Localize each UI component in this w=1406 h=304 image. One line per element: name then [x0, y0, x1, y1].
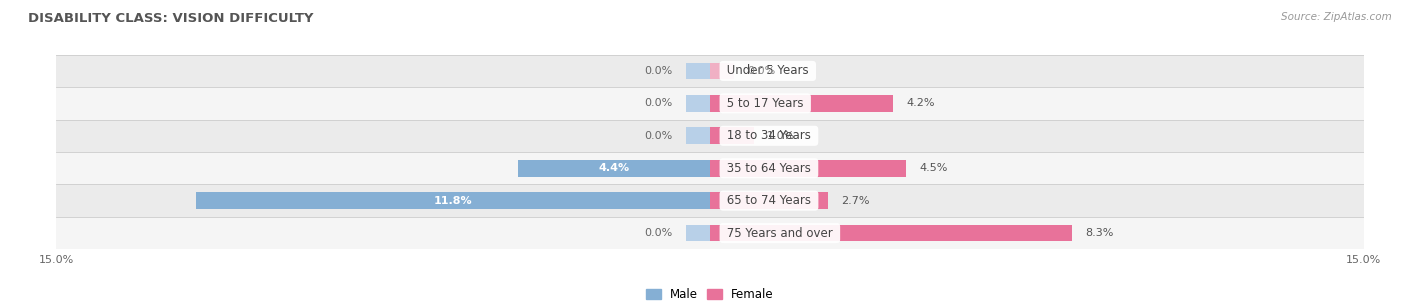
- Text: 4.2%: 4.2%: [905, 98, 935, 108]
- Text: 0.0%: 0.0%: [645, 228, 673, 238]
- Bar: [686, 225, 710, 241]
- Text: 8.3%: 8.3%: [1085, 228, 1114, 238]
- Text: 0.0%: 0.0%: [645, 66, 673, 76]
- Text: 65 to 74 Years: 65 to 74 Years: [723, 194, 815, 207]
- Bar: [519, 160, 710, 177]
- Bar: [710, 127, 754, 144]
- Bar: [686, 63, 710, 79]
- Bar: [56, 55, 1364, 87]
- Bar: [56, 152, 1364, 185]
- Bar: [710, 192, 828, 209]
- Text: 35 to 64 Years: 35 to 64 Years: [723, 162, 814, 175]
- Bar: [710, 160, 905, 177]
- Bar: [56, 119, 1364, 152]
- Text: 4.5%: 4.5%: [920, 163, 948, 173]
- Bar: [710, 63, 734, 79]
- Text: 4.4%: 4.4%: [599, 163, 630, 173]
- Text: 0.0%: 0.0%: [747, 66, 775, 76]
- Text: 11.8%: 11.8%: [433, 196, 472, 206]
- Bar: [686, 127, 710, 144]
- Bar: [56, 185, 1364, 217]
- Text: 0.0%: 0.0%: [645, 131, 673, 141]
- Bar: [56, 217, 1364, 249]
- Bar: [710, 225, 1071, 241]
- Text: 18 to 34 Years: 18 to 34 Years: [723, 129, 814, 142]
- Legend: Male, Female: Male, Female: [641, 283, 779, 304]
- Bar: [56, 87, 1364, 119]
- Text: 75 Years and over: 75 Years and over: [723, 226, 837, 240]
- Bar: [686, 95, 710, 112]
- Bar: [710, 95, 893, 112]
- Text: 2.7%: 2.7%: [841, 196, 869, 206]
- Text: 0.0%: 0.0%: [645, 98, 673, 108]
- Text: Source: ZipAtlas.com: Source: ZipAtlas.com: [1281, 12, 1392, 22]
- Text: Under 5 Years: Under 5 Years: [723, 64, 813, 78]
- Bar: [195, 192, 710, 209]
- Text: DISABILITY CLASS: VISION DIFFICULTY: DISABILITY CLASS: VISION DIFFICULTY: [28, 12, 314, 25]
- Text: 5 to 17 Years: 5 to 17 Years: [723, 97, 807, 110]
- Text: 1.0%: 1.0%: [766, 131, 794, 141]
